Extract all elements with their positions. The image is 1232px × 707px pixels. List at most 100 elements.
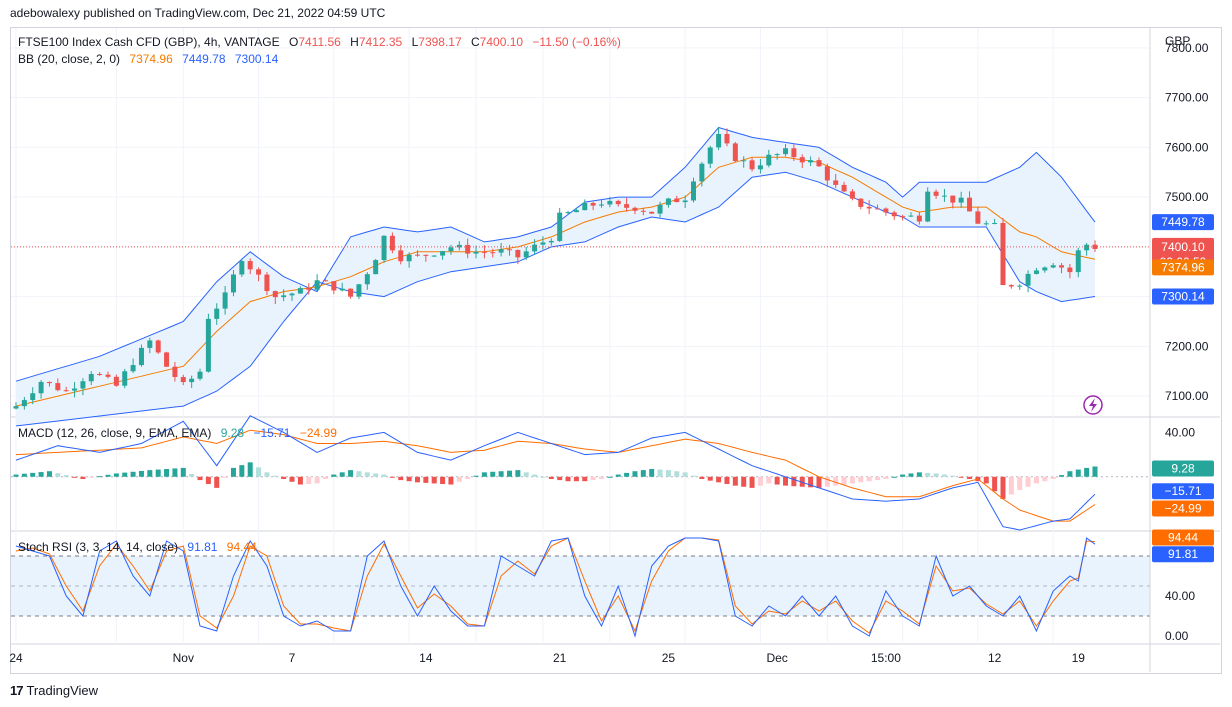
macd-badge: −15.71	[1152, 483, 1214, 500]
ohlc-open: 7411.56	[298, 35, 341, 49]
bb-basis-badge-bg	[1152, 259, 1214, 276]
macd-hist-bar	[272, 475, 278, 477]
candle-body	[373, 260, 379, 275]
time-tick-label: 24	[9, 651, 23, 665]
macd-hist-bar	[306, 476, 312, 484]
candle-body	[933, 191, 939, 196]
macd-hist-bar	[356, 471, 362, 477]
candle-body	[364, 274, 370, 285]
candle-body	[473, 251, 479, 254]
macd-hist-value: 9.28	[221, 426, 245, 440]
macd-hist-bar	[456, 476, 462, 482]
candle-body	[983, 223, 989, 225]
macd-hist-bar	[1092, 466, 1098, 477]
candle-body	[615, 200, 621, 205]
macd-hist-bar	[983, 476, 989, 484]
tradingview-logo[interactable]: 17 TradingView	[10, 681, 98, 699]
macd-hist-bar	[80, 476, 86, 479]
candle-body	[699, 163, 705, 182]
macd-hist-bar	[1050, 476, 1056, 479]
candle-body	[97, 374, 103, 376]
macd-hist-bar	[55, 473, 61, 477]
candle-body	[582, 202, 588, 211]
macd-hist-bar	[431, 476, 437, 484]
macd-hist-bar	[88, 476, 94, 478]
candle-body	[774, 154, 780, 156]
macd-hist-bar	[406, 476, 412, 482]
candle-body	[1075, 250, 1081, 273]
time-tick-label: 14	[419, 651, 433, 665]
macd-hist-bar	[381, 474, 387, 477]
candle-body	[322, 280, 328, 282]
macd-hist-bar	[808, 476, 814, 488]
macd-hist-bar	[465, 476, 471, 479]
macd-hist-bar	[46, 471, 52, 477]
macd-hist-bar	[866, 476, 872, 482]
candle-body	[523, 251, 529, 258]
candle-body	[808, 160, 814, 163]
macd-hist-bar	[691, 475, 697, 477]
candle-body	[406, 254, 412, 262]
candle-body	[214, 308, 220, 319]
macd-hist-bar	[138, 470, 144, 477]
lightning-icon[interactable]	[1083, 395, 1103, 415]
tradingview-17-icon: 17	[10, 682, 24, 698]
macd-hist-bar	[506, 470, 512, 477]
macd-hist-bar	[757, 476, 763, 486]
macd-hist-bar	[172, 468, 178, 477]
candle-body	[281, 295, 287, 298]
candle-body	[423, 254, 429, 256]
ohlc-high: 7412.35	[359, 35, 403, 49]
macd-line	[15, 415, 1096, 531]
candle-body	[256, 269, 262, 275]
bb-upper-line	[15, 126, 1096, 382]
time-tick-label: Dec	[766, 651, 787, 665]
macd-hist-bar	[992, 476, 998, 492]
candle-body	[339, 288, 345, 291]
candle-body	[916, 215, 922, 222]
candle-body	[515, 249, 521, 258]
time-tick-label: 25	[662, 651, 676, 665]
macd-hist-bar	[481, 472, 487, 477]
candle-body	[30, 393, 36, 401]
candle-body	[691, 181, 697, 201]
macd-hist-bar	[21, 473, 27, 477]
macd-badge-text: −15.71	[1164, 484, 1201, 498]
candle-body	[138, 347, 144, 366]
macd-hist-bar	[423, 476, 429, 483]
macd-hist-bar	[13, 474, 19, 477]
candle-body	[481, 251, 487, 253]
candle-body	[590, 202, 596, 206]
macd-hist-bar	[665, 470, 671, 477]
macd-hist-bar	[197, 476, 203, 481]
candle-body	[841, 184, 847, 192]
bb-legend: BB (20, close, 2, 0) 7374.96 7449.78 730…	[18, 52, 279, 66]
bb-basis-value: 7374.96	[129, 52, 173, 66]
candle-body	[741, 160, 747, 162]
candle-body	[306, 288, 312, 290]
macd-hist-bar	[281, 476, 287, 479]
candle-body	[230, 274, 236, 293]
macd-hist-bar	[1017, 476, 1023, 491]
candle-body	[147, 340, 153, 348]
macd-hist-bar	[908, 473, 914, 477]
candle-body	[172, 366, 178, 377]
candle-body	[849, 191, 855, 199]
macd-hist-bar	[967, 476, 973, 479]
stoch-tick-label: 0.00	[1165, 629, 1189, 643]
macd-hist-bar	[1059, 475, 1065, 477]
macd-signal-badge-text: −24.99	[1164, 501, 1201, 515]
macd-hist-bar	[699, 476, 705, 479]
candle-body	[573, 210, 579, 213]
candle-body	[490, 252, 496, 254]
bollinger-lines	[15, 126, 1096, 427]
candle-body	[757, 165, 763, 170]
bb-upper-badge-bg	[1152, 214, 1214, 231]
macd-hist-badge-text: 9.28	[1171, 461, 1195, 475]
macd-hist-bar	[632, 471, 638, 477]
candle-body	[707, 147, 713, 164]
ohlc-close-label: C	[471, 35, 480, 49]
macd-hist-bar	[289, 476, 295, 482]
